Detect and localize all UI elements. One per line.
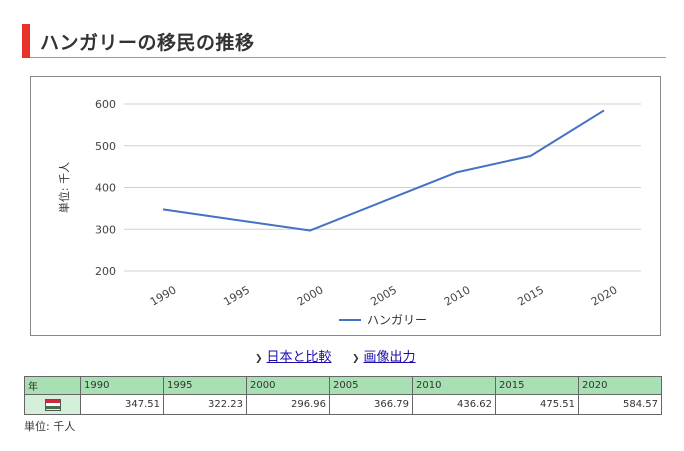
chevron-right-icon: ❯: [255, 354, 263, 364]
value-cell: 347.51: [80, 394, 164, 415]
y-axis-label: 単位: 千人: [57, 162, 71, 213]
chart-container: 200 300 400 500 600 単位: 千人 1990 1995 2000 2005 201…: [30, 76, 661, 336]
compare-link-label: 日本と比較: [266, 350, 332, 365]
line-chart: 200 300 400 500 600 単位: 千人 1990 1995 2000 2005 201…: [57, 98, 641, 327]
flag-stripe-green: [45, 406, 60, 410]
y-tick-label: 400: [95, 182, 116, 195]
compare-with-japan-link[interactable]: ❯ 日本と比較: [255, 346, 332, 365]
page-title-bar: ハンガリーの移民の推移: [22, 24, 666, 58]
y-tick-label: 200: [95, 265, 116, 278]
unit-note: 単位: 千人: [24, 420, 76, 433]
year-cell: 2000: [246, 376, 330, 395]
x-tick-label: 2000: [295, 283, 326, 308]
y-tick-label: 300: [95, 223, 116, 236]
flag-stripe-red: [45, 399, 60, 403]
hungary-flag-icon: [44, 398, 61, 411]
value-cell: 436.62: [412, 394, 496, 415]
table-header-row: 年 1990 1995 2000 2005 2010 2015 2020: [24, 376, 662, 395]
value-cell: 584.57: [578, 394, 662, 415]
legend-label: ハンガリー: [367, 313, 427, 327]
x-tick-label: 1990: [148, 283, 179, 308]
data-table: 年 1990 1995 2000 2005 2010 2015 2020 347…: [24, 376, 662, 415]
year-header-cell: 年: [24, 376, 81, 395]
year-cell: 2005: [329, 376, 413, 395]
image-link-label: 画像出力: [363, 350, 416, 365]
image-export-link[interactable]: ❯ 画像出力: [352, 346, 416, 365]
x-tick-label: 1995: [221, 283, 252, 308]
title-accent-bar: [22, 24, 30, 58]
x-tick-label: 2020: [589, 283, 620, 308]
value-cell: 322.23: [163, 394, 247, 415]
page-title: ハンガリーの移民の推移: [40, 32, 255, 54]
y-tick-label: 600: [95, 98, 116, 111]
table-row: 347.51 322.23 296.96 366.79 436.62 475.5…: [24, 394, 662, 415]
chevron-right-icon: ❯: [352, 354, 360, 364]
series-line: [162, 109, 605, 232]
year-cell: 1995: [163, 376, 247, 395]
year-cell: 2015: [495, 376, 579, 395]
chart-links: ❯ 日本と比較 ❯ 画像出力: [0, 346, 684, 366]
value-cell: 296.96: [246, 394, 330, 415]
flag-cell: [24, 394, 81, 415]
x-tick-label: 2005: [368, 283, 399, 308]
x-tick-label: 2010: [442, 283, 473, 308]
value-cell: 366.79: [329, 394, 413, 415]
year-cell: 2010: [412, 376, 496, 395]
value-cell: 475.51: [495, 394, 579, 415]
flag-stripe-white: [45, 402, 60, 407]
year-cell: 1990: [80, 376, 164, 395]
x-tick-label: 2015: [515, 283, 546, 308]
year-cell: 2020: [578, 376, 662, 395]
y-tick-label: 500: [95, 140, 116, 153]
